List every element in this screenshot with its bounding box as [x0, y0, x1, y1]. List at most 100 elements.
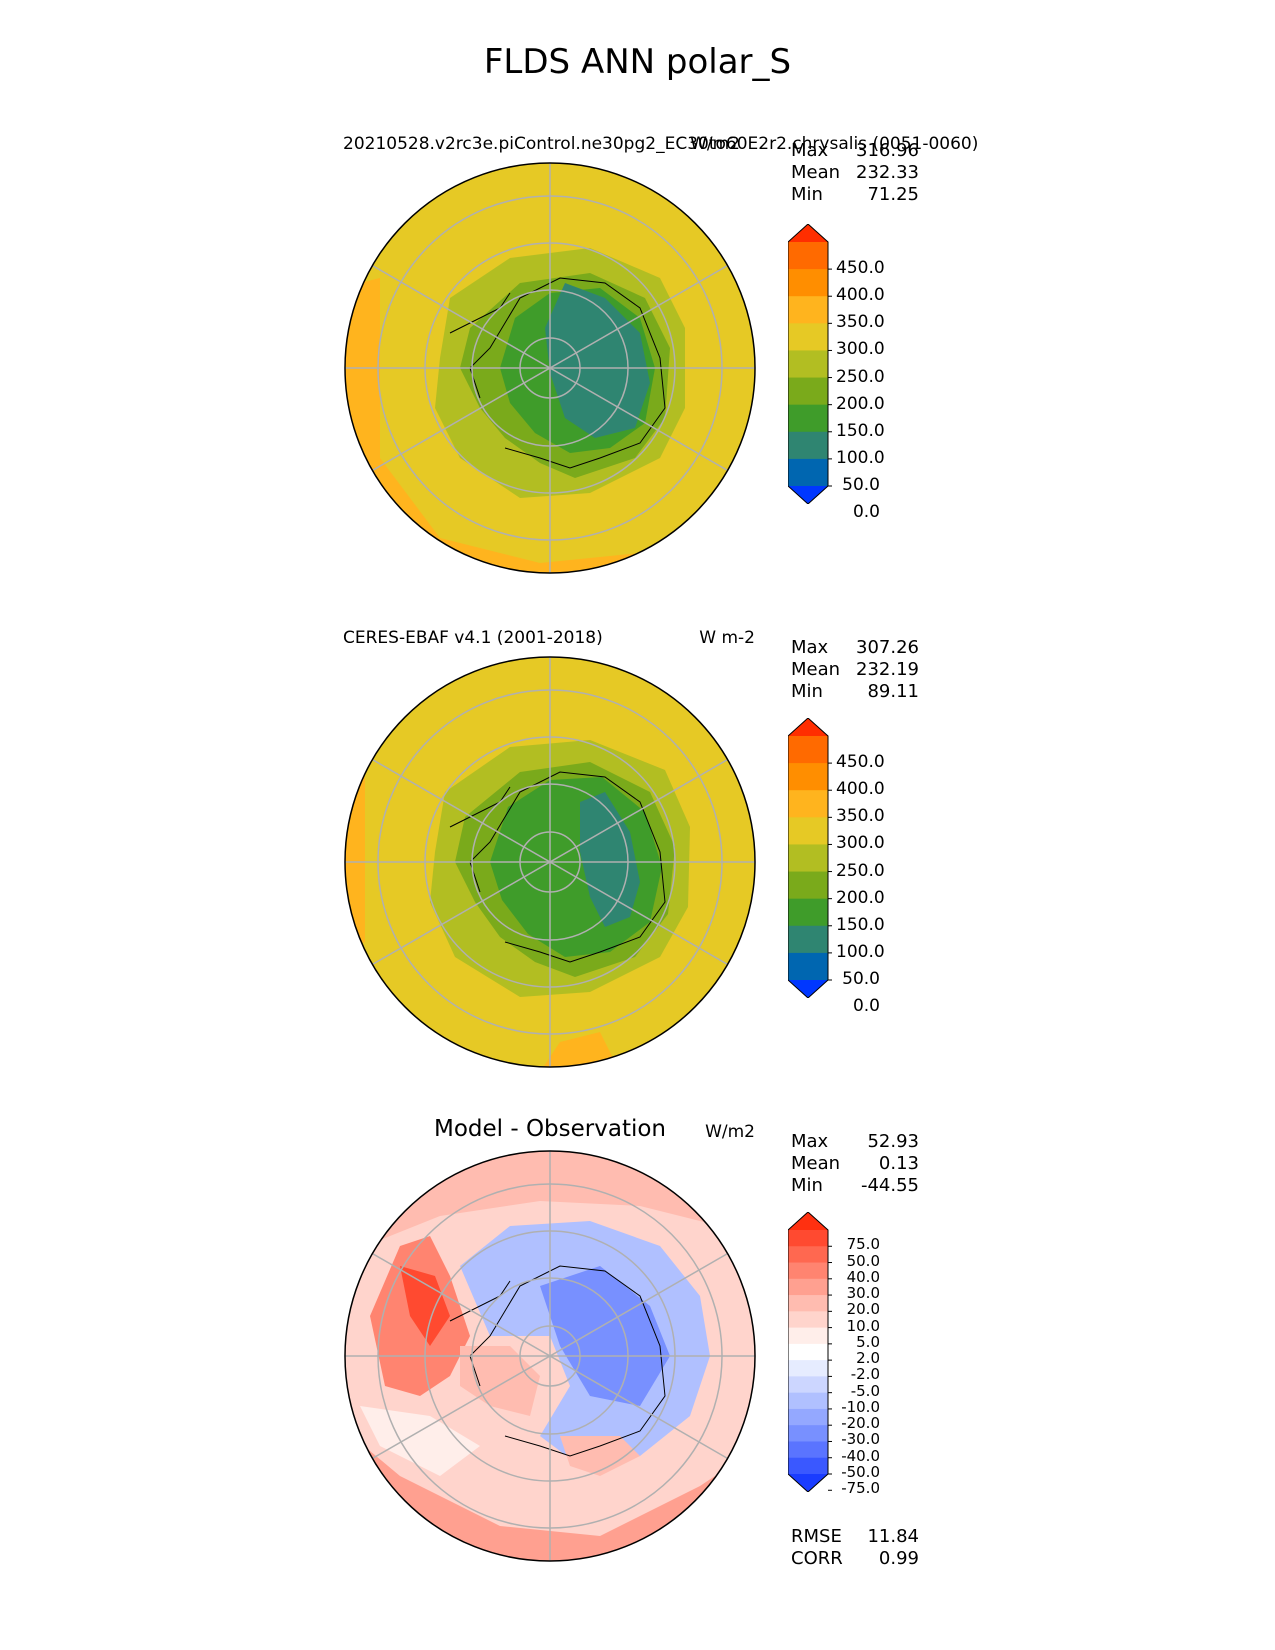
colorbar-swatch [788, 1246, 828, 1264]
stat-max-label: Max [791, 140, 829, 161]
colorbar-swatch [788, 431, 828, 460]
colorbar-swatch [788, 1311, 828, 1329]
corr-label: CORR [791, 1548, 843, 1569]
colorbar-swatch [788, 377, 828, 406]
field-peninsula-max [400, 1266, 450, 1346]
polar-map-observation [344, 656, 756, 1068]
graticule [345, 163, 755, 573]
graticule [345, 657, 755, 1067]
colorbar-tick-label: 0.0 [852, 996, 880, 1017]
colorbar-tick-label: 450.0 [836, 258, 885, 279]
colorbar-swatch [788, 925, 828, 954]
colorbar-tick-label: 400.0 [836, 779, 885, 800]
field-ross-warm [460, 1346, 540, 1416]
colorbar-tick-label: 250.0 [836, 366, 885, 387]
stat-min-label: Min [791, 184, 823, 205]
stat-min-label: Min [791, 681, 823, 702]
colorbar-swatch [788, 350, 828, 379]
colorbar-extend-bottom [788, 486, 828, 504]
colorbar-swatch [788, 404, 828, 433]
skill-box: RMSE 11.84 CORR 0.99 [791, 1526, 919, 1570]
colorbar-swatch [788, 1392, 828, 1410]
stat-max: 52.93 [867, 1131, 919, 1152]
colorbar-extend-top [788, 1212, 828, 1230]
colorbar-tick-label: 300.0 [836, 339, 885, 360]
colorbar-tick-label: 350.0 [836, 312, 885, 333]
colorbar-swatch [788, 1343, 828, 1361]
colorbar-swatch [788, 844, 828, 873]
colorbar-swatch [788, 952, 828, 981]
stat-mean: 232.19 [856, 659, 919, 680]
map-frame [344, 1150, 756, 1562]
polar-map-difference [344, 1150, 756, 1562]
colorbar-swatch [788, 269, 828, 297]
colorbar-extend-top [788, 718, 828, 736]
rmse-label: RMSE [791, 1526, 842, 1547]
stat-mean-label: Mean [791, 659, 841, 680]
colorbar-swatch [788, 1425, 828, 1442]
stat-mean-label: Mean [791, 162, 841, 183]
colorbar-swatch [788, 458, 828, 487]
colorbar-tick-label: 40.0 [846, 1267, 880, 1286]
stat-min-label: Min [791, 1175, 823, 1196]
field-near-zero [360, 1406, 480, 1476]
colorbar-tick-label: 75.0 [846, 1235, 880, 1254]
panel-units: W/m2 [690, 134, 740, 154]
colorbar-swatch [788, 1441, 828, 1459]
colorbar-extend-top [788, 224, 828, 242]
colorbar-extend-bottom [788, 980, 828, 998]
colorbar-tick-label: 2.0 [856, 1349, 880, 1368]
stats-box: Max 52.93 Mean 0.13 Min -44.55 [791, 1131, 919, 1197]
stat-min: -44.55 [860, 1175, 919, 1196]
colorbar: 450.0 400.0 350.0 300.0 250.0 200.0 150.0 100.0… [787, 223, 888, 522]
colorbar-tick-label: 400.0 [836, 285, 885, 306]
colorbar-swatch [788, 1278, 828, 1296]
field-plateau [580, 792, 640, 927]
colorbar-swatches [787, 223, 832, 514]
colorbar-tick-label: 100.0 [836, 447, 885, 468]
field-plateau [545, 283, 650, 438]
colorbar-tick-label: 150.0 [836, 914, 885, 935]
colorbar-tick-label: 100.0 [836, 941, 885, 962]
colorbar-swatch [788, 1327, 828, 1345]
colorbar-swatch [788, 242, 828, 270]
stat-min: 71.25 [867, 184, 919, 205]
colorbar-swatch [788, 898, 828, 927]
stat-mean: 0.13 [878, 1153, 919, 1174]
stat-max: 316.96 [856, 140, 919, 161]
field-negative-core [540, 1266, 670, 1406]
colorbar-swatch [788, 1457, 828, 1475]
colorbar-tick-label: 5.0 [856, 1332, 880, 1351]
rmse-value: 11.84 [867, 1526, 919, 1547]
colorbar-tick-label: -30.0 [841, 1430, 880, 1449]
colorbar-tick-label: 200.0 [836, 887, 885, 908]
colorbar-swatch [788, 790, 828, 818]
colorbar-swatch [788, 1376, 828, 1394]
colorbar-swatch [788, 1230, 828, 1247]
colorbar-tick-label: -75.0 [841, 1479, 880, 1498]
colorbar-tick-label: 200.0 [836, 393, 885, 414]
colorbar-swatch [788, 763, 828, 791]
graticule [345, 1151, 755, 1561]
colorbar-tick-label: -10.0 [841, 1397, 880, 1416]
colorbar-tick-label: -5.0 [850, 1381, 880, 1400]
corr-value: 0.99 [878, 1548, 919, 1569]
polar-map-model [344, 162, 756, 574]
colorbar-tick-label: 450.0 [836, 752, 885, 773]
stat-max: 307.26 [856, 637, 919, 658]
colorbar-tick-label: 10.0 [846, 1316, 880, 1335]
colorbar-swatch [788, 1408, 828, 1426]
stat-min: 89.11 [867, 681, 919, 702]
map-frame [344, 656, 756, 1068]
colorbar-tick-label: 350.0 [836, 806, 885, 827]
colorbar-tick-label: 50.0 [842, 969, 880, 989]
colorbar-tick-label: -50.0 [841, 1463, 880, 1481]
colorbar-tick-label: 300.0 [836, 833, 885, 854]
colorbar-swatch [788, 323, 828, 351]
colorbar-tick-label: 50.0 [842, 475, 880, 495]
stats-box: Max 307.26 Mean 232.19 Min 89.11 [791, 637, 919, 703]
figure-title: FLDS ANN polar_S [483, 42, 792, 82]
stat-max-label: Max [791, 637, 829, 658]
colorbar-swatch [788, 1360, 828, 1377]
map-frame [344, 162, 756, 574]
